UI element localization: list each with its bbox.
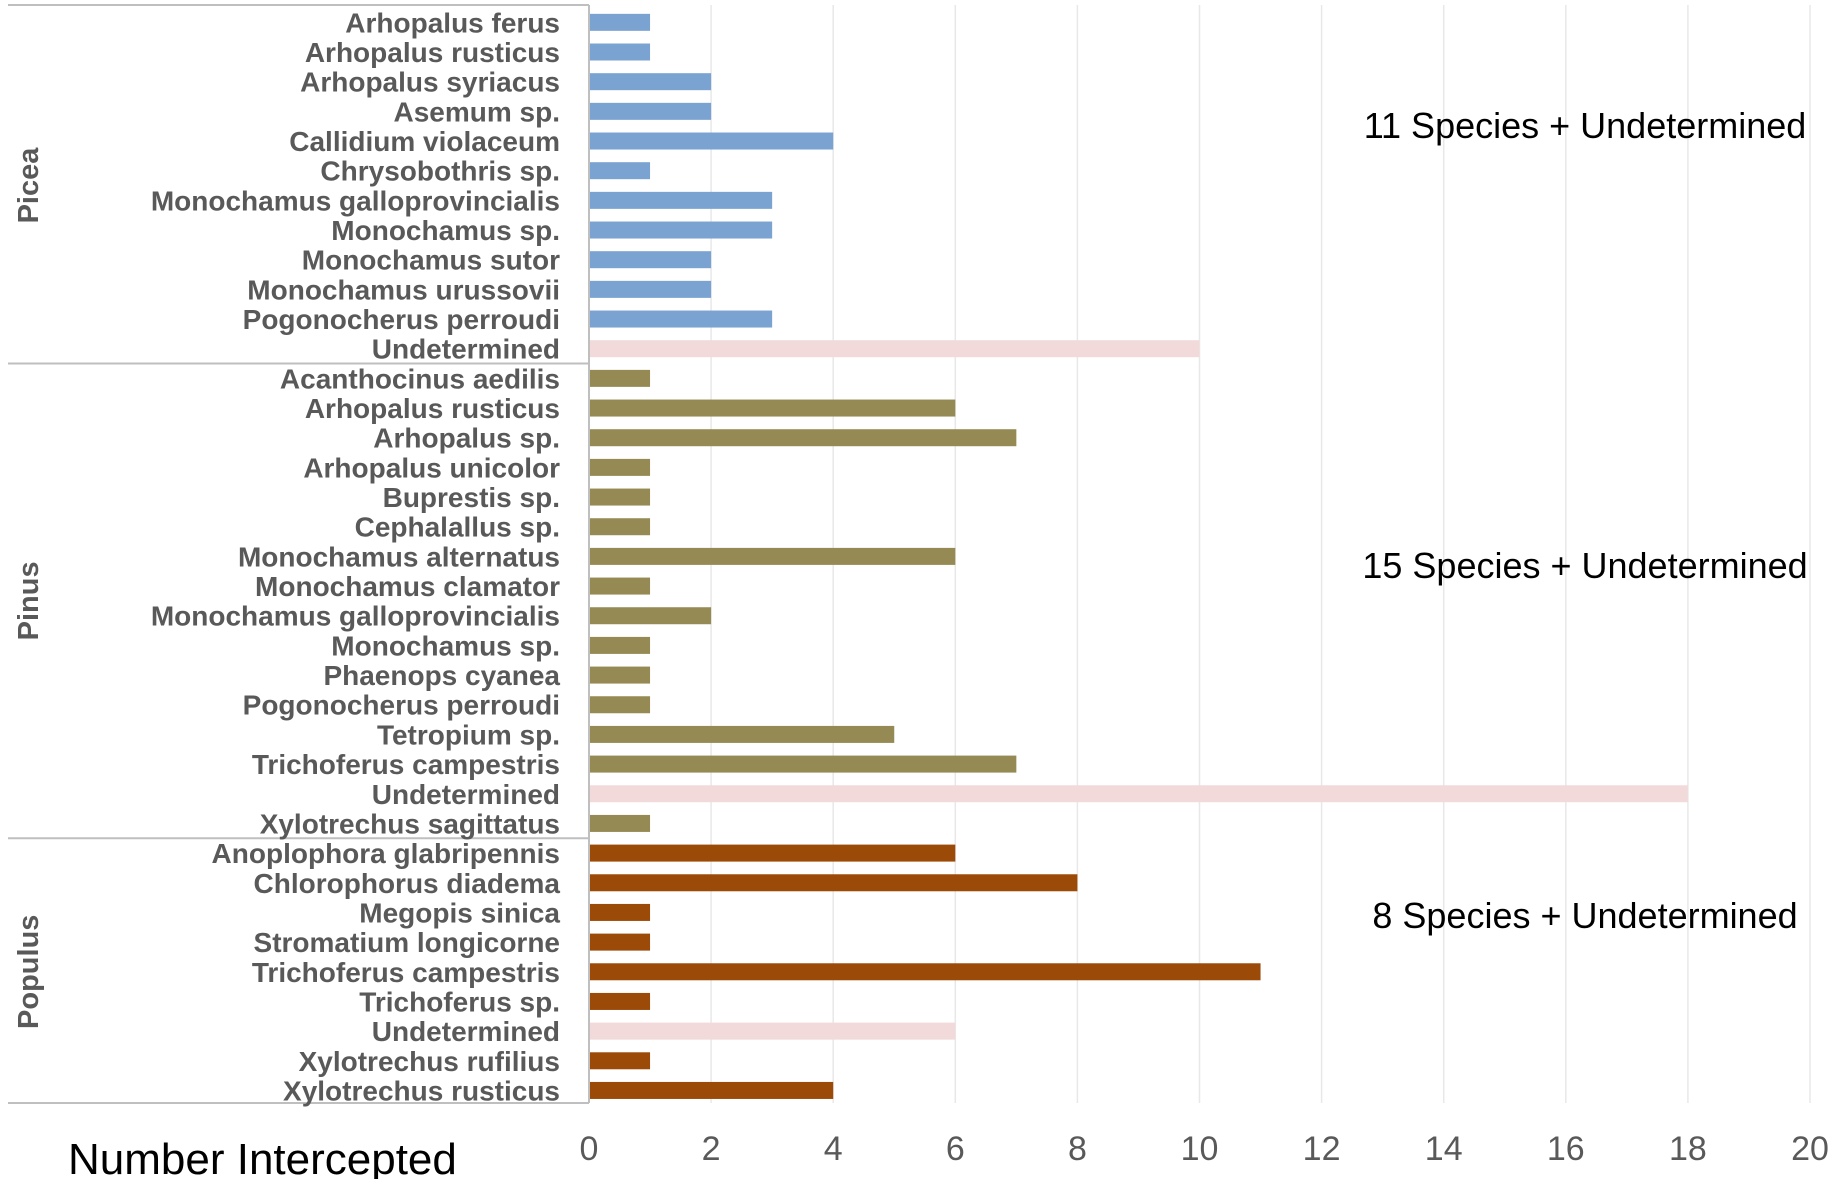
category-label: Monochamus sutor [302, 245, 560, 276]
group-label: Picea [13, 147, 45, 224]
category-label: Buprestis sp. [383, 482, 560, 513]
x-tick-label: 12 [1303, 1130, 1341, 1168]
bar [589, 1082, 833, 1099]
category-label: Megopis sinica [359, 897, 560, 928]
group-labels: Picea Pinus Populus [13, 147, 45, 1029]
bar [589, 756, 1016, 773]
bar [589, 904, 650, 921]
category-label: Callidium violaceum [289, 126, 560, 157]
category-label: Xylotrechus rusticus [283, 1075, 560, 1106]
x-tick-labels: 0 2 4 6 8 10 12 14 16 18 20 [580, 1130, 1829, 1168]
bar [589, 133, 833, 150]
category-label: Asemum sp. [394, 96, 561, 127]
group-annotation: 8 Species + Undetermined [1372, 895, 1797, 936]
bar [589, 726, 894, 743]
category-label: Arhopalus rusticus [305, 37, 560, 68]
bar [589, 578, 650, 595]
category-label: Anoplophora glabripennis [212, 838, 560, 869]
bar [589, 192, 772, 209]
x-tick-label: 16 [1547, 1130, 1585, 1168]
group-annotation: 11 Species + Undetermined [1364, 105, 1807, 146]
category-label: Tetropium sp. [377, 719, 560, 750]
bar [589, 370, 650, 387]
bar [589, 667, 650, 684]
category-label: Arhopalus unicolor [303, 452, 560, 483]
category-label: Monochamus urussovii [247, 274, 560, 305]
group-annotation: 15 Species + Undetermined [1362, 545, 1807, 586]
category-label: Undetermined [372, 334, 560, 365]
bar [589, 222, 772, 239]
bar [589, 637, 650, 654]
bar [589, 785, 1688, 802]
x-tick-label: 0 [580, 1130, 599, 1168]
bar [589, 607, 711, 624]
category-label: Pogonocherus perroudi [243, 690, 560, 721]
category-label: Monochamus sp. [331, 630, 560, 661]
category-label: Trichoferus campestris [252, 749, 560, 780]
bar [589, 281, 711, 298]
bar [589, 311, 772, 328]
category-label: Arhopalus ferus [345, 7, 560, 38]
bar [589, 874, 1077, 891]
group-label: Pinus [13, 561, 45, 640]
bar [589, 489, 650, 506]
bar [589, 103, 711, 120]
category-label: Undetermined [372, 779, 560, 810]
category-label: Monochamus alternatus [238, 541, 560, 572]
bar [589, 251, 711, 268]
bar [589, 963, 1261, 980]
category-label: Xylotrechus sagittatus [260, 808, 560, 839]
x-tick-label: 4 [824, 1130, 843, 1168]
category-label: Monochamus galloprovincialis [151, 185, 560, 216]
category-label: Pogonocherus perroudi [243, 304, 560, 335]
category-label: Cephalallus sp. [355, 512, 560, 543]
bar [589, 1023, 955, 1040]
category-label: Acanthocinus aedilis [280, 363, 560, 394]
x-tick-label: 20 [1791, 1130, 1829, 1168]
bar [589, 429, 1016, 446]
x-tick-label: 8 [1068, 1130, 1087, 1168]
bar [589, 815, 650, 832]
group-label: Populus [13, 915, 45, 1029]
bar [589, 44, 650, 61]
category-label: Phaenops cyanea [323, 660, 560, 691]
category-label: Xylotrechus rufilius [299, 1046, 560, 1077]
category-label: Stromatium longicorne [254, 927, 560, 958]
category-label: Arhopalus sp. [373, 423, 560, 454]
bar [589, 400, 955, 417]
bar [589, 934, 650, 951]
x-axis-title: Number Intercepted [68, 1135, 457, 1179]
bar [589, 1052, 650, 1069]
category-label: Trichoferus campestris [252, 957, 560, 988]
bar [589, 845, 955, 862]
category-label: Arhopalus rusticus [305, 393, 560, 424]
bar [589, 162, 650, 179]
annotations: 11 Species + Undetermined 15 Species + Un… [1362, 105, 1807, 936]
x-tick-label: 6 [946, 1130, 965, 1168]
bar [589, 340, 1200, 357]
bar [589, 548, 955, 565]
category-label: Trichoferus sp. [359, 986, 560, 1017]
bar [589, 14, 650, 31]
category-label: Arhopalus syriacus [300, 67, 560, 98]
bar [589, 696, 650, 713]
category-label: Monochamus galloprovincialis [151, 601, 560, 632]
x-tick-label: 18 [1669, 1130, 1707, 1168]
bar [589, 993, 650, 1010]
bar [589, 518, 650, 535]
x-tick-label: 14 [1425, 1130, 1463, 1168]
category-label: Monochamus sp. [331, 215, 560, 246]
x-tick-label: 10 [1181, 1130, 1219, 1168]
x-tick-label: 2 [702, 1130, 721, 1168]
category-label: Undetermined [372, 1016, 560, 1047]
category-label: Chlorophorus diadema [254, 868, 561, 899]
category-label: Chrysobothris sp. [320, 156, 560, 187]
category-label: Monochamus clamator [255, 571, 560, 602]
bar [589, 459, 650, 476]
bar [589, 73, 711, 90]
